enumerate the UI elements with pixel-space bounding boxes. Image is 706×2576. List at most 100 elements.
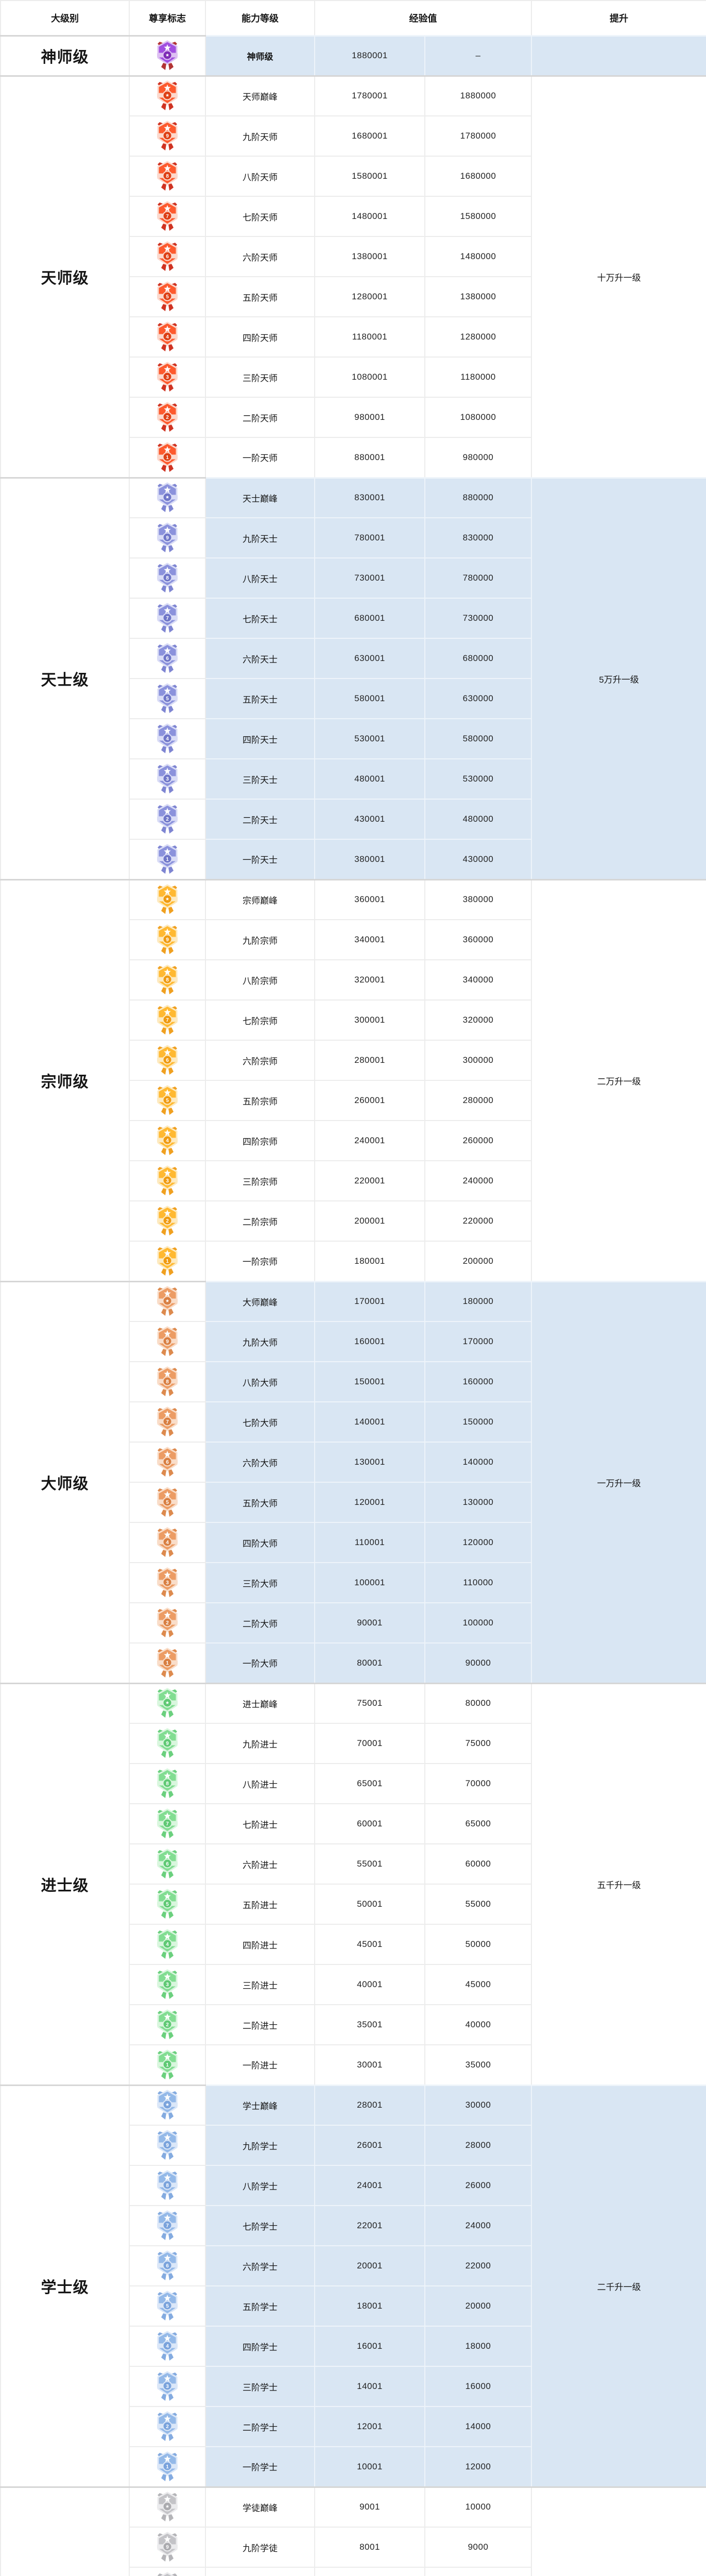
badge-medal-circle (162, 1095, 173, 1105)
svg-text:5: 5 (166, 2303, 169, 2309)
rank-badge-icon: 8 (157, 563, 178, 592)
svg-text:2: 2 (166, 2022, 169, 2028)
table-row: 2 二阶进士 35001 40000 (1, 2004, 706, 2045)
badge-medal-circle (162, 2059, 173, 2070)
ability-level-cell: 六阶学士 (205, 2245, 315, 2286)
svg-text:2: 2 (166, 2424, 169, 2430)
badge-cell: 2 (129, 1200, 206, 1242)
exp-max-cell: 140000 (424, 1442, 532, 1483)
exp-max-cell: 530000 (424, 758, 532, 800)
table-row: 5 五阶天士 580001 630000 (1, 678, 706, 719)
table-row: 神师级 神师级 1880001– (0, 35, 706, 76)
rank-badge-icon (157, 2090, 178, 2120)
badge-ribbon-right (168, 947, 174, 954)
rank-badge-icon: 4 (157, 2331, 178, 2361)
exp-min-cell: 130001 (314, 1442, 425, 1483)
exp-max-cell: 240000 (424, 1160, 532, 1201)
badge-ribbon-left (161, 786, 166, 793)
badge-ribbon-right (168, 746, 174, 753)
rank-badge-icon: 1 (157, 442, 178, 472)
table-row: 8 八阶宗师 320001 340000 (1, 959, 706, 1001)
exp-max-cell: 170000 (424, 1321, 532, 1362)
badge-ribbon-left (161, 384, 166, 392)
badge-ribbon-left (161, 1108, 166, 1115)
svg-text:7: 7 (166, 616, 169, 621)
badge-ribbon-left (161, 1871, 166, 1878)
badge-cell: 9 (129, 2527, 206, 2568)
badge-cell: 7 (129, 196, 206, 237)
table-row: 7 七阶宗师 300001 320000 (1, 999, 706, 1041)
rank-badge-icon: 2 (157, 402, 178, 432)
badge-medal-circle (162, 171, 173, 181)
table-row: 4 四阶天师 1180001 1280000 (1, 316, 706, 358)
exp-max-cell: 70000 (424, 1763, 532, 1804)
exp-min-cell: 18001 (314, 2285, 425, 2327)
badge-ribbon-left (161, 706, 166, 713)
badge-ribbon-left (161, 1349, 166, 1356)
exp-max-cell: 150000 (424, 1401, 532, 1443)
badge-ribbon-right (168, 264, 174, 271)
exp-min-cell: 20001 (314, 2245, 425, 2286)
badge-ribbon-right (168, 2193, 174, 2200)
badge-ribbon-right (168, 1791, 174, 1798)
badge-medal-circle (162, 1336, 173, 1346)
rank-badge-icon: 7 (157, 1406, 178, 1436)
svg-text:9: 9 (166, 1339, 169, 1345)
svg-text:3: 3 (166, 375, 169, 380)
badge-ribbon-right (168, 1188, 174, 1195)
upgrade-cell: 一千升一级 (531, 2486, 706, 2576)
exp-max-cell: 220000 (424, 1200, 532, 1242)
rank-badge-icon: 2 (157, 1206, 178, 1235)
exp-max-cell: 830000 (424, 517, 532, 558)
badge-ribbon-left (161, 585, 166, 592)
exp-min-cell: 80001 (314, 1642, 425, 1684)
badge-ribbon-left (161, 2473, 166, 2481)
ability-level-cell: 四阶宗师 (205, 1120, 315, 1161)
badge-star (164, 1612, 171, 1618)
badge-star (164, 84, 171, 91)
badge-cell (129, 878, 206, 920)
badge-cell (129, 1280, 206, 1322)
badge-medal-circle (162, 1858, 173, 1869)
badge-medal-circle (162, 2019, 173, 2029)
badge-star (164, 2455, 171, 2462)
ability-level-cell: 四阶学士 (205, 2326, 315, 2367)
badge-ribbon-left (161, 1791, 166, 1798)
svg-text:4: 4 (166, 1540, 169, 1546)
exp-max-cell: 60000 (424, 1843, 532, 1885)
badge-ribbon-right (168, 1027, 174, 1035)
ability-level-cell: 二阶大师 (205, 1602, 315, 1643)
exp-max-cell: 630000 (424, 678, 532, 719)
rank-badge-icon: 5 (157, 1487, 178, 1517)
rank-badge-icon: 1 (157, 1648, 178, 1677)
badge-ribbon-right (168, 1952, 174, 1959)
badge-ribbon-right (168, 1911, 174, 1919)
rank-badge-icon: 8 (157, 964, 178, 994)
exp-max-cell: 380000 (424, 878, 532, 920)
badge-ribbon-left (161, 1510, 166, 1517)
badge-cell: 9 (129, 1723, 206, 1764)
rank-badge-icon: 4 (157, 1125, 178, 1155)
rank-badge-icon: 4 (157, 1527, 178, 1557)
header-ability-level: 能力等级 (205, 0, 315, 36)
rank-badge-icon: 7 (157, 2210, 178, 2240)
badge-star (164, 647, 171, 654)
level-group-cell: 学士级 (0, 2084, 130, 2487)
badge-cell: 5 (129, 1080, 206, 1121)
exp-min-cell: 1780001 (314, 75, 425, 116)
rank-badge-icon: 3 (157, 1165, 178, 1195)
exp-max-cell: 1280000 (424, 316, 532, 358)
badge-star (164, 768, 171, 774)
table-row: 8 八阶大师 150001 160000 (1, 1361, 706, 1402)
svg-text:4: 4 (166, 334, 169, 340)
badge-medal-circle (162, 331, 173, 342)
exp-min-cell: 70001 (314, 1723, 425, 1764)
badge-star (164, 1249, 171, 1257)
exp-max-cell: 300000 (424, 1040, 532, 1081)
badge-star (164, 928, 171, 935)
badge-medal-circle (162, 371, 173, 382)
badge-ribbon-left (161, 63, 166, 70)
badge-medal-circle (162, 2140, 173, 2150)
header-level-group: 大级别 (0, 0, 130, 36)
table-row: 5 五阶宗师 260001 280000 (1, 1080, 706, 1121)
